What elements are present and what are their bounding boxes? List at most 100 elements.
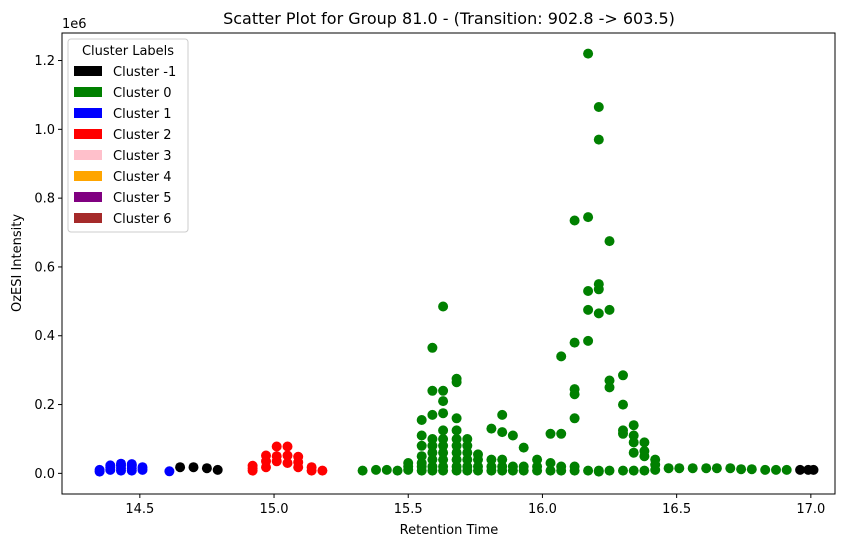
legend-swatch [74, 87, 102, 97]
data-point [771, 464, 781, 475]
data-point [556, 351, 567, 362]
data-point [282, 458, 293, 468]
data-point [583, 212, 594, 223]
data-point [427, 385, 438, 396]
legend-label: Cluster -1 [113, 65, 176, 80]
data-point [212, 464, 223, 475]
data-points [94, 48, 819, 477]
data-point [650, 454, 661, 465]
data-point [497, 427, 508, 438]
data-point [282, 450, 293, 461]
legend-swatch [74, 192, 102, 202]
y-tick-label: 0.2 [34, 398, 55, 413]
data-point [164, 466, 175, 477]
data-point [569, 215, 580, 226]
data-point [497, 461, 508, 472]
x-axis-ticks: 14.5 15.0 15.5 16.0 16.5 17.0 [125, 494, 825, 517]
x-tick-label: 15.0 [260, 502, 289, 517]
data-point [416, 451, 427, 462]
data-point [371, 464, 381, 475]
data-point [451, 373, 462, 384]
data-point [569, 413, 580, 424]
data-point [507, 461, 518, 472]
data-point [583, 48, 594, 59]
data-point [507, 430, 518, 441]
data-point [618, 370, 628, 381]
data-point [261, 450, 271, 461]
data-point [618, 399, 628, 410]
data-point [583, 465, 594, 476]
legend-label: Cluster 3 [113, 149, 172, 164]
data-point [604, 382, 615, 393]
data-point [628, 420, 639, 431]
data-point [462, 454, 473, 465]
data-point [593, 308, 604, 319]
data-point [593, 102, 604, 112]
data-point [593, 134, 604, 145]
data-point [604, 465, 615, 476]
data-point [271, 451, 282, 462]
data-point [545, 465, 556, 476]
data-point [486, 423, 497, 434]
data-point [639, 446, 650, 456]
legend-title: Cluster Labels [82, 44, 174, 59]
data-point [583, 286, 594, 296]
data-point [438, 461, 449, 472]
data-point [583, 335, 594, 346]
data-point [593, 279, 604, 290]
data-point [518, 442, 529, 453]
data-point [687, 463, 698, 474]
legend-swatch [74, 129, 102, 139]
data-point [663, 463, 674, 474]
data-point [628, 465, 639, 476]
legend-label: Cluster 1 [113, 107, 172, 122]
legend-swatch [74, 66, 102, 76]
legend-label: Cluster 6 [113, 212, 172, 227]
data-point [618, 425, 628, 436]
data-point [545, 428, 556, 439]
data-point [201, 463, 212, 474]
data-point [427, 454, 438, 465]
y-axis-ticks: 0.0 0.2 0.4 0.6 0.8 1.0 1.2 [34, 54, 62, 482]
legend-swatch [74, 171, 102, 181]
data-point [451, 454, 462, 465]
data-point [569, 337, 580, 348]
data-point [137, 462, 148, 473]
y-tick-label: 0.6 [34, 260, 55, 275]
data-point [604, 375, 615, 386]
y-tick-label: 0.0 [34, 467, 55, 482]
data-point [427, 342, 438, 353]
data-point [94, 464, 105, 475]
data-point [497, 454, 508, 465]
legend-swatch [74, 108, 102, 118]
legend-swatch [74, 150, 102, 160]
data-point [569, 384, 580, 395]
data-point [674, 463, 685, 474]
y-tick-label: 0.4 [34, 329, 55, 344]
data-point [725, 463, 736, 474]
data-point [438, 396, 449, 407]
data-point [593, 466, 604, 477]
x-tick-label: 16.0 [528, 502, 557, 517]
data-point [486, 454, 497, 465]
y-tick-label: 0.8 [34, 192, 55, 207]
data-point [188, 462, 199, 473]
data-point [357, 465, 368, 476]
data-point [438, 454, 449, 465]
data-point [105, 460, 116, 471]
data-point [438, 301, 449, 312]
data-point [427, 434, 438, 444]
data-point [116, 458, 126, 469]
data-point [604, 236, 615, 247]
data-point [451, 461, 462, 472]
data-point [416, 440, 427, 451]
data-point [451, 413, 462, 424]
data-point [271, 441, 282, 452]
data-point [486, 461, 497, 472]
data-point [583, 304, 594, 315]
data-point [701, 463, 712, 474]
legend: Cluster Labels Cluster -1 Cluster 0 Cluste… [67, 38, 189, 233]
data-point [175, 462, 186, 473]
y-tick-label: 1.2 [34, 54, 55, 69]
